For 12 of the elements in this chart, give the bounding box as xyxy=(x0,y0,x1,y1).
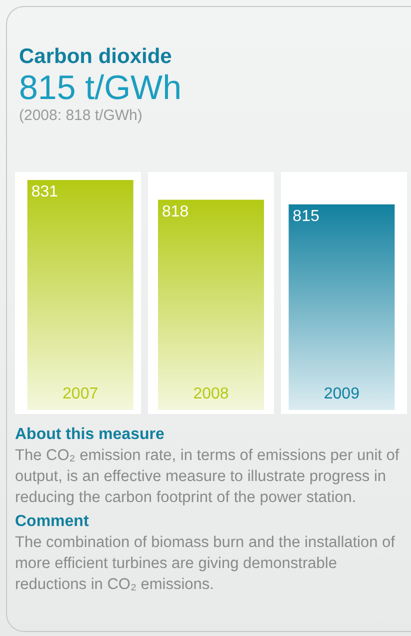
text: Comment xyxy=(15,512,90,532)
data-label: 815 xyxy=(292,208,320,225)
text: About this measure xyxy=(15,425,166,445)
x-tick-label: 2007 xyxy=(62,386,98,402)
data-label: 831 xyxy=(31,184,58,200)
chart-subtitle: 815 t/GWh (2008: 818 t/GWh) xyxy=(19,69,182,124)
x-tick-label: 2009 xyxy=(324,386,360,402)
text: The combination of biomass burn and the installation of more efficient turbines are giving demonstrable reductions in CO₂ emissions. xyxy=(15,533,396,595)
text: The CO₂ emission rate, in terms of emissions per unit of output, is an effective measure to illustrate progress in reducing the carbon footprint of the power station. xyxy=(15,446,400,508)
chart-title: Carbon dioxide xyxy=(19,45,173,69)
x-tick-label: 2008 xyxy=(193,386,229,402)
data-label: 818 xyxy=(162,203,189,220)
